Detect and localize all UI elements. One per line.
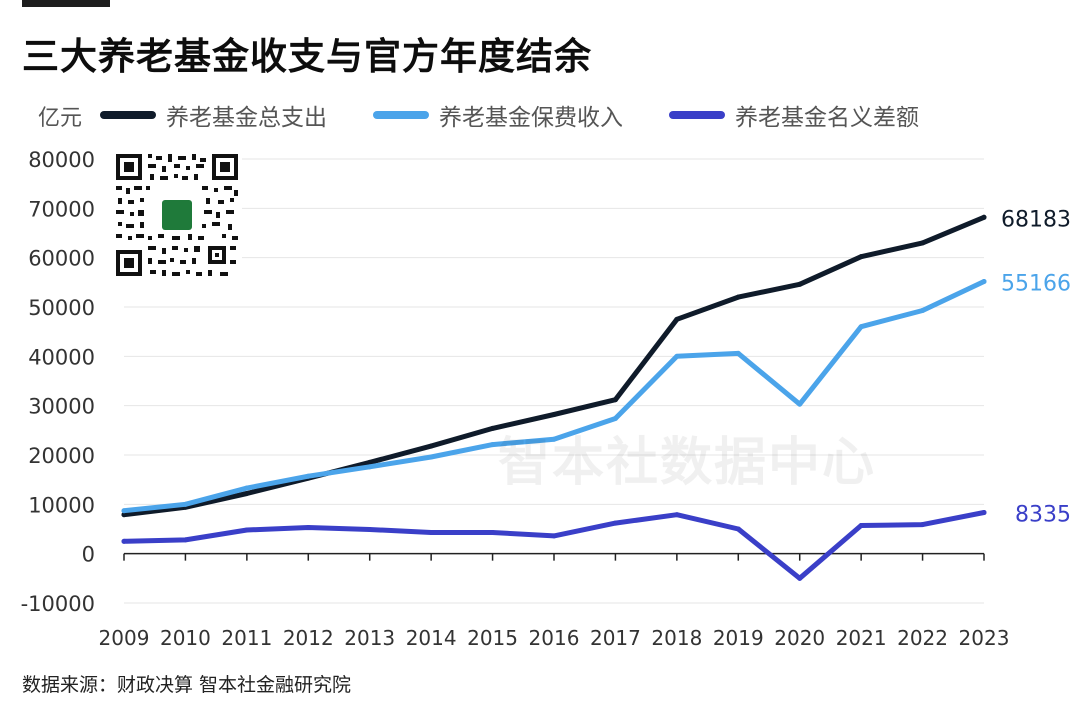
data-point — [612, 397, 618, 403]
data-point — [612, 520, 618, 526]
x-tick-label: 2013 — [344, 626, 395, 650]
x-tick-label: 2023 — [959, 626, 1010, 650]
data-point — [367, 464, 373, 470]
legend: 养老基金总支出 养老基金保费收入 养老基金名义差额 — [100, 98, 965, 132]
end-value-label: 8335 — [1015, 503, 1071, 528]
data-point — [121, 538, 127, 544]
data-point — [920, 240, 926, 246]
data-point — [490, 529, 496, 535]
legend-swatch-balance — [669, 111, 725, 119]
chart-title: 三大养老基金收支与官方年度结余 — [22, 35, 592, 78]
x-tick-label: 2009 — [99, 626, 150, 650]
data-point — [735, 350, 741, 356]
data-point — [551, 436, 557, 442]
x-tick-label: 2018 — [651, 626, 702, 650]
data-point — [551, 412, 557, 418]
x-tick-label: 2014 — [406, 626, 457, 650]
data-point — [305, 473, 311, 479]
legend-label-income: 养老基金保费收入 — [439, 105, 623, 131]
y-tick-label: 70000 — [28, 197, 95, 221]
data-point — [428, 443, 434, 449]
y-tick-label: 30000 — [28, 395, 95, 419]
data-point — [182, 501, 188, 507]
x-tick-label: 2012 — [283, 626, 334, 650]
watermark-text: 智本社数据中心 — [498, 433, 877, 493]
data-point — [551, 533, 557, 539]
data-point — [981, 214, 987, 220]
data-point — [367, 526, 373, 532]
top-accent-bar — [22, 0, 110, 7]
legend-item-income: 养老基金保费收入 — [373, 98, 623, 132]
data-point — [674, 316, 680, 322]
data-point — [797, 401, 803, 407]
x-tick-label: 2019 — [713, 626, 764, 650]
x-tick-label: 2022 — [897, 626, 948, 650]
data-point — [244, 527, 250, 533]
data-point — [981, 279, 987, 285]
data-point — [981, 510, 987, 516]
legend-swatch-expenditure — [100, 111, 156, 119]
data-point — [674, 512, 680, 518]
data-point — [858, 254, 864, 260]
data-point — [121, 512, 127, 518]
data-point — [428, 454, 434, 460]
data-point — [182, 537, 188, 543]
x-tick-label: 2017 — [590, 626, 641, 650]
y-tick-label: 20000 — [28, 444, 95, 468]
y-tick-label: -10000 — [21, 592, 95, 616]
data-point — [920, 522, 926, 528]
data-point — [797, 575, 803, 581]
y-tick-label: 40000 — [28, 345, 95, 369]
y-tick-label: 10000 — [28, 493, 95, 517]
y-tick-label: 50000 — [28, 296, 95, 320]
legend-label-expenditure: 养老基金总支出 — [166, 105, 327, 131]
data-point — [674, 353, 680, 359]
source-note: 数据来源：财政决算 智本社金融研究院 — [22, 674, 352, 696]
data-point — [244, 490, 250, 496]
data-point — [735, 526, 741, 532]
data-point — [428, 529, 434, 535]
data-point — [735, 294, 741, 300]
end-value-label: 68183 — [1001, 207, 1071, 232]
y-tick-label: 60000 — [28, 247, 95, 271]
legend-item-expenditure: 养老基金总支出 — [100, 98, 327, 132]
qr-code-icon — [112, 150, 242, 280]
y-unit-label: 亿元 — [38, 106, 83, 131]
data-point — [797, 281, 803, 287]
series-line-2 — [121, 510, 987, 581]
legend-swatch-income — [373, 111, 429, 119]
y-tick-label: 0 — [82, 543, 95, 567]
x-tick-label: 2021 — [836, 626, 887, 650]
data-point — [920, 307, 926, 313]
data-point — [858, 324, 864, 330]
x-tick-label: 2015 — [467, 626, 518, 650]
data-point — [612, 415, 618, 421]
x-tick-label: 2016 — [529, 626, 580, 650]
y-tick-label: 80000 — [28, 148, 95, 172]
data-point — [367, 459, 373, 465]
data-point — [121, 508, 127, 514]
data-point — [305, 525, 311, 531]
data-point — [490, 442, 496, 448]
end-value-label: 55166 — [1001, 272, 1071, 297]
data-point — [490, 425, 496, 431]
data-point — [244, 485, 250, 491]
data-point — [858, 523, 864, 529]
x-tick-label: 2011 — [221, 626, 272, 650]
x-tick-label: 2020 — [774, 626, 825, 650]
legend-label-balance: 养老基金名义差额 — [735, 105, 919, 131]
legend-item-balance: 养老基金名义差额 — [669, 98, 919, 132]
x-tick-label: 2010 — [160, 626, 211, 650]
